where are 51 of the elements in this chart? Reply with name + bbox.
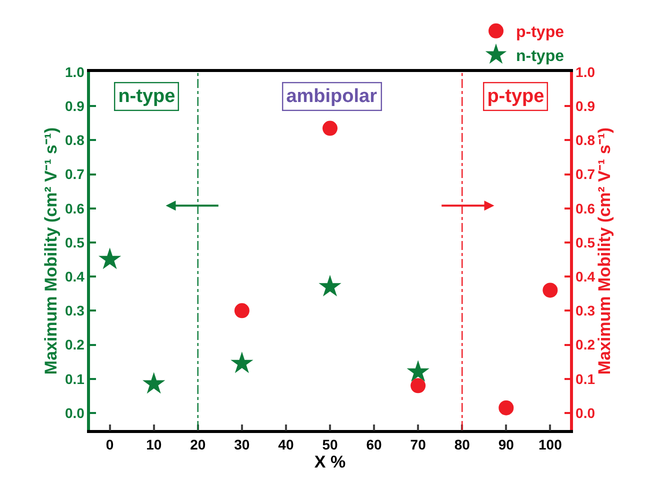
annotation: n-type xyxy=(118,86,176,108)
y2-tick-label: 0.7 xyxy=(576,166,596,182)
y2-tick-label: 0.0 xyxy=(576,404,596,421)
y2-tick-label: 0.9 xyxy=(576,98,596,114)
y-tick-label: 0.9 xyxy=(64,98,85,114)
x-tick-label: 100 xyxy=(538,436,562,453)
legend-label: p-type xyxy=(516,24,564,42)
x-tick-label: 80 xyxy=(454,436,470,453)
y-tick-label: 1.0 xyxy=(64,64,85,80)
y-tick-label: 0.0 xyxy=(64,404,85,421)
y-axis-title: Maximum Mobility (cm² V⁻¹ s⁻¹) xyxy=(42,127,61,375)
annotation: p-type xyxy=(487,86,544,108)
y2-tick-label: 0.6 xyxy=(576,200,596,216)
y2-tick-label: 0.4 xyxy=(576,268,596,284)
point xyxy=(98,248,122,270)
point xyxy=(322,120,338,136)
point xyxy=(234,303,250,318)
y2-tick-label: 0.3 xyxy=(576,302,596,319)
x-axis-title: X % xyxy=(314,452,346,472)
y-tick-label: 0.7 xyxy=(64,166,85,182)
y2-tick-label: 0.8 xyxy=(576,132,596,148)
x-tick-label: 0 xyxy=(106,436,114,453)
x-tick-label: 70 xyxy=(410,436,426,453)
y2-tick-label: 1.0 xyxy=(576,64,596,80)
x-tick-label: 50 xyxy=(322,436,338,453)
x-tick-label: 60 xyxy=(366,436,382,453)
y-tick-label: 0.3 xyxy=(64,302,85,319)
y-tick-label: 0.4 xyxy=(64,268,85,284)
y-tick-label: 0.8 xyxy=(64,132,85,148)
point xyxy=(318,274,342,296)
annotation: ambipolar xyxy=(286,86,378,108)
x-tick-label: 40 xyxy=(278,436,294,453)
point xyxy=(406,360,430,382)
point xyxy=(230,352,254,374)
x-tick-label: 20 xyxy=(190,436,206,453)
y-tick-label: 0.1 xyxy=(64,370,85,387)
y-tick-label: 0.6 xyxy=(64,200,85,216)
point xyxy=(542,282,558,298)
y-tick-label: 0.5 xyxy=(64,234,85,250)
legend-label: n-type xyxy=(516,48,564,65)
y2-tick-label: 0.5 xyxy=(576,234,596,250)
y-tick-label: 0.2 xyxy=(64,336,85,353)
point xyxy=(410,378,426,394)
y2-tick-label: 0.1 xyxy=(576,370,596,387)
y2-tick-label: 0.2 xyxy=(576,336,596,353)
x-tick-label: 90 xyxy=(498,436,514,453)
x-tick-label: 30 xyxy=(234,436,250,453)
point xyxy=(142,372,166,394)
y2-axis-title: Maximum Mobility (cm² V⁻¹ s⁻¹) xyxy=(595,127,614,375)
point xyxy=(498,400,514,416)
x-tick-label: 10 xyxy=(146,436,162,453)
